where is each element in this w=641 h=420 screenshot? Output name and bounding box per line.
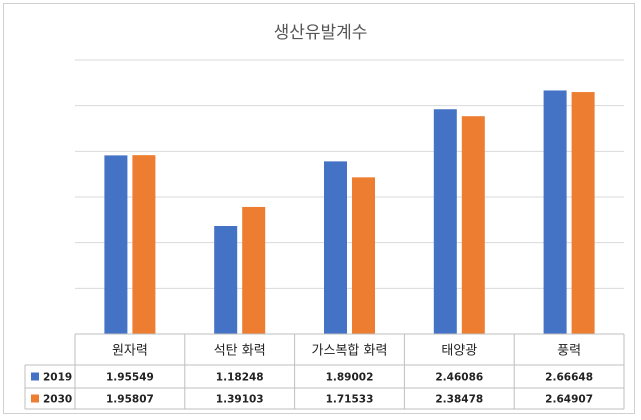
bar-2019-1: [104, 155, 128, 334]
legend-key-2030: [31, 394, 39, 403]
legend-label-2030: 2030: [43, 394, 72, 406]
data-label-2019: 1.18248: [216, 372, 264, 384]
bar-2019-5: [543, 90, 567, 335]
data-label-2030: 1.71533: [326, 394, 374, 406]
legend-key-2019: [31, 372, 39, 381]
bar-2019-4: [433, 109, 457, 334]
category-label: 가스복합 화력: [312, 344, 388, 359]
bar-2019-2: [214, 226, 238, 334]
bar-2030-3: [352, 177, 375, 334]
category-label: 석탄 화력: [214, 344, 266, 359]
data-label-2030: 2.64907: [545, 394, 593, 406]
bar-2030-5: [571, 92, 595, 334]
category-label: 풍력: [557, 344, 581, 359]
data-label-2019: 1.95549: [106, 372, 154, 384]
category-label: 원자력: [112, 344, 148, 359]
category-label: 태양광: [441, 344, 477, 359]
bar-2030-2: [242, 206, 266, 334]
data-label-2030: 2.38478: [435, 394, 483, 406]
data-label-2019: 2.46086: [435, 372, 483, 384]
data-label-2030: 1.95807: [106, 394, 154, 406]
chart-title: 생산유발계수: [273, 23, 368, 43]
bar-2019-3: [324, 161, 347, 334]
data-label-2019: 2.66648: [545, 372, 593, 384]
bar-2030-1: [132, 155, 156, 334]
legend-label-2019: 2019: [43, 372, 72, 384]
data-label-2030: 1.39103: [216, 394, 264, 406]
data-label-2019: 1.89002: [326, 372, 374, 384]
bar-2030-4: [461, 116, 485, 334]
